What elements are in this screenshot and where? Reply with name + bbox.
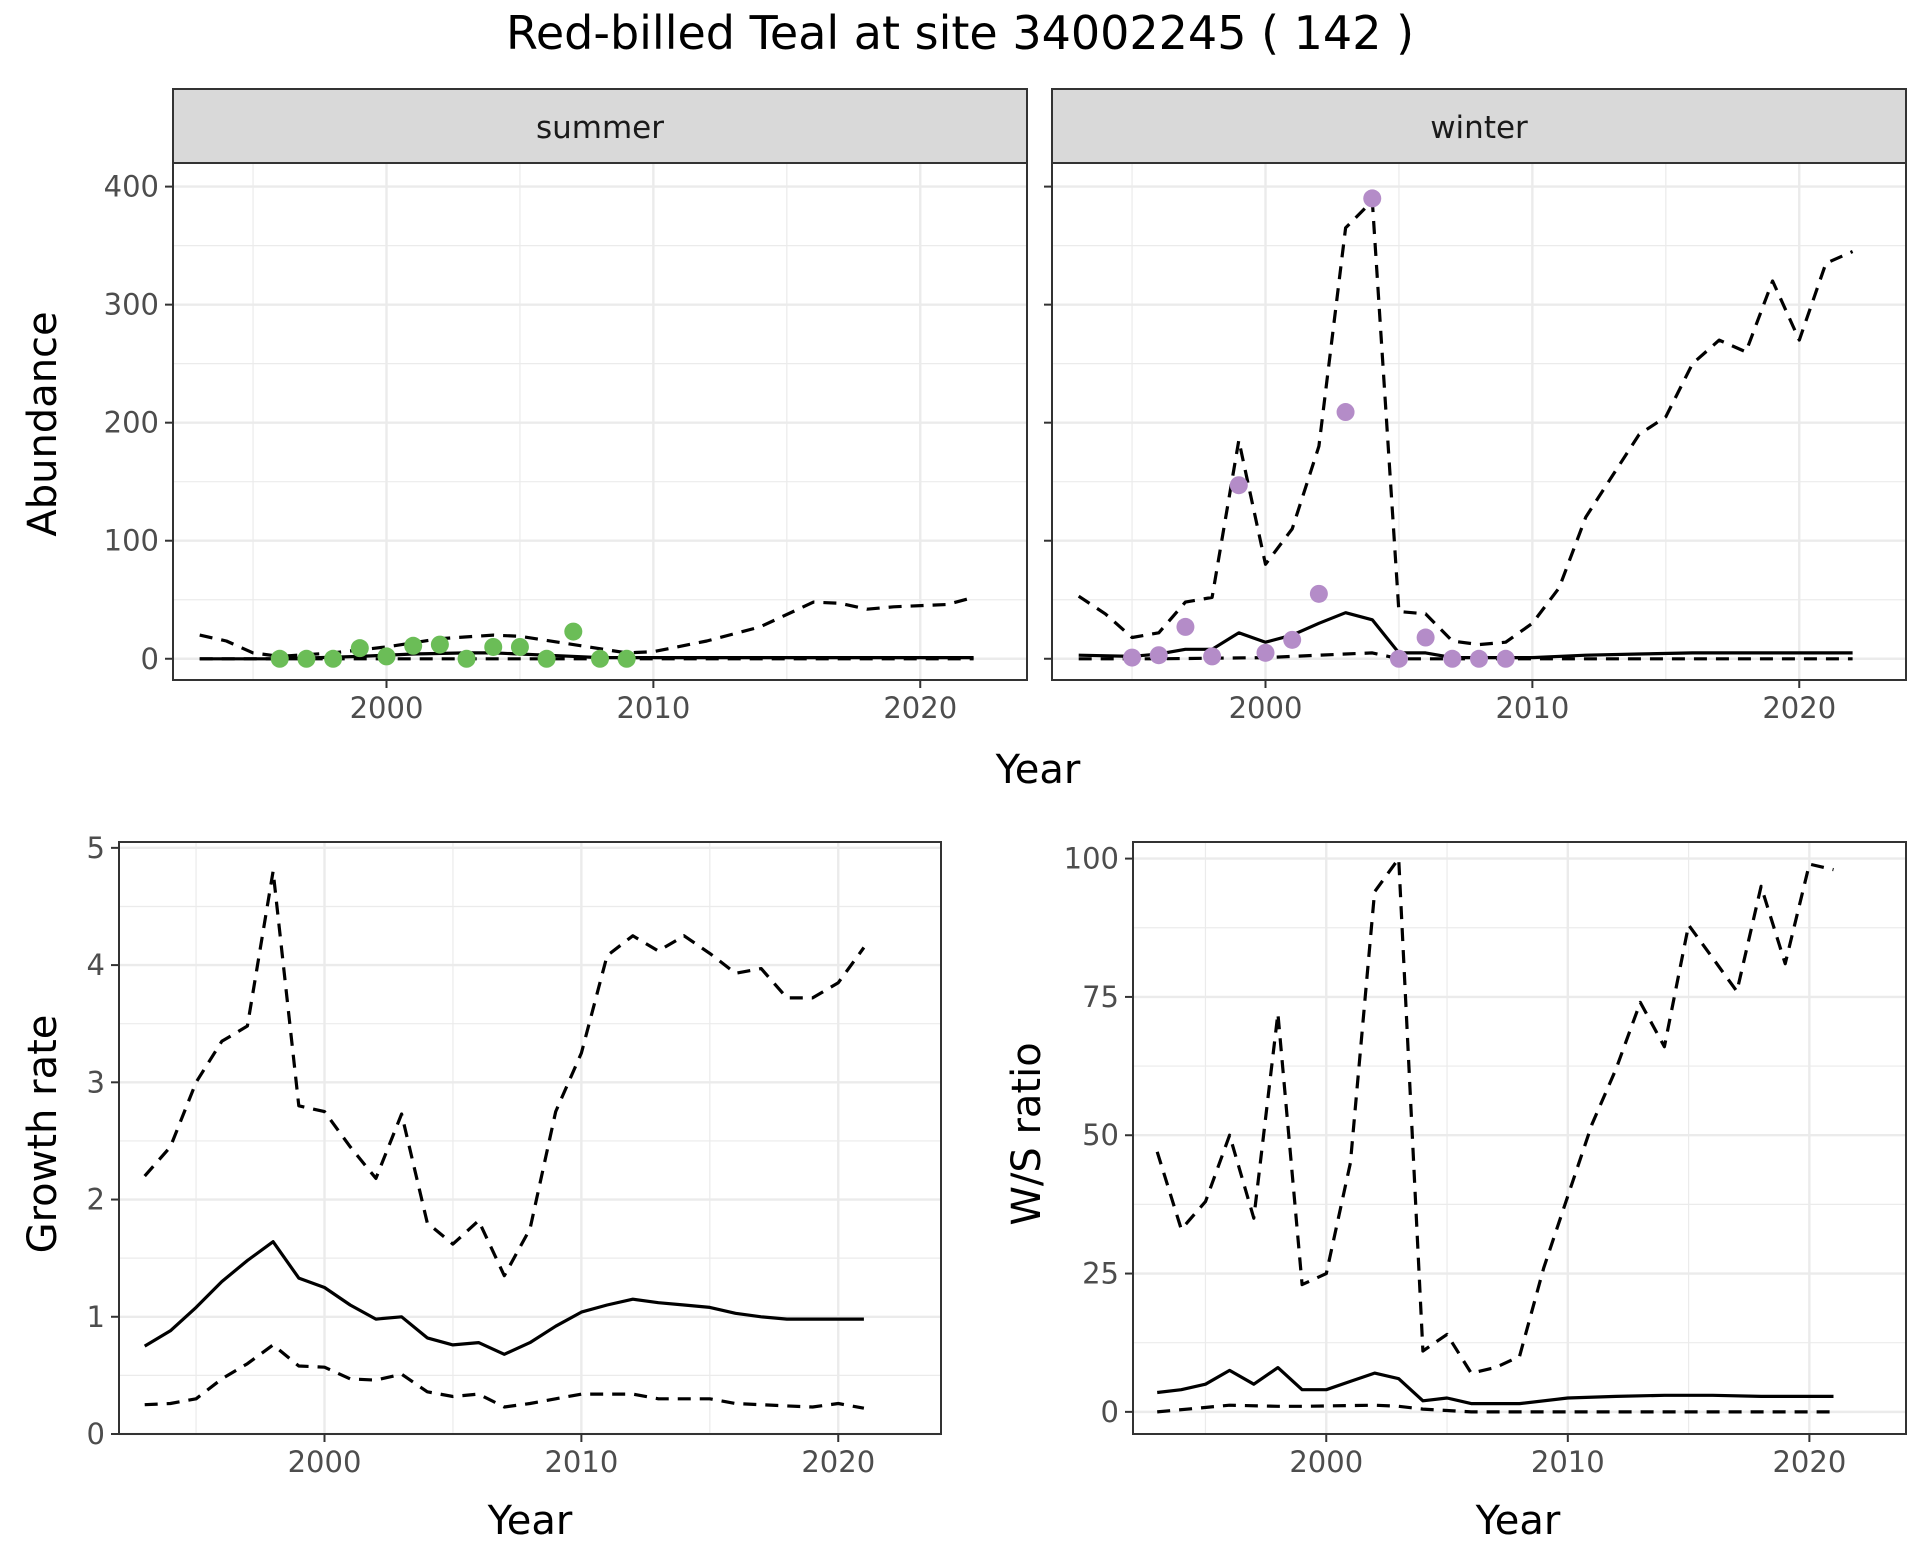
facet-strip [172,88,1028,164]
x-tick-label: 2000 [350,691,424,725]
x-tick-label: 2020 [1762,691,1836,725]
growth-rate-panel: 2000 2010 2020 0 1 2 3 4 5 [87,831,942,1479]
y-tick-label: 100 [1064,842,1119,876]
growth-x-axis-label: Year [487,1498,573,1544]
series-line-lower-bound [1157,1403,1834,1414]
series-line-upper-bound [199,595,975,659]
y-tick-label: 5 [87,831,105,865]
data-point [1363,189,1382,208]
y-tick-label: 25 [1082,1257,1119,1291]
x-tick-label: 2020 [883,691,957,725]
data-point [591,649,609,668]
data-point [1283,630,1302,649]
data-point [1256,643,1275,662]
y-tick-label: 3 [87,1065,105,1099]
top-x-axis-label: Year [995,747,1081,793]
data-point [537,649,556,668]
data-point [270,649,289,668]
panel-border [1132,841,1907,1435]
series-line-upper-bound [1155,856,1834,1375]
data-point [1176,617,1195,636]
data-point [510,637,529,656]
data-point [564,622,583,641]
ws-ratio-panel: 2000 2010 2020 0 25 50 75 100 [1064,841,1907,1479]
data-point [1470,649,1488,668]
y-tick-label: 2 [87,1183,105,1217]
y-tick-label: 100 [104,524,159,558]
series-line-lower-bound [144,1343,865,1410]
series-line-estimate [143,1240,864,1356]
x-tick-label: 2020 [1772,1445,1846,1479]
growth-y-axis-label: Growth rate [20,1015,66,1254]
data-point [324,649,343,668]
data-point [1389,649,1408,668]
x-tick-label: 2000 [1289,1445,1363,1479]
data-point [1496,649,1515,668]
x-tick-label: 2000 [1229,691,1303,725]
data-point [1229,476,1248,495]
y-tick-label: 300 [104,288,159,322]
x-tick-label: 2010 [1531,1445,1605,1479]
winter-panel: winter 2000 2010 2020 [1044,88,1907,725]
data-point [1416,628,1435,647]
data-point [1336,403,1355,422]
series-line-estimate [1078,611,1853,660]
y-tick-label: 75 [1082,980,1119,1014]
data-point [1123,648,1142,667]
panel-border [118,841,942,1435]
y-tick-label: 400 [104,170,159,204]
data-point [1203,647,1222,666]
ws-y-axis-label: W/S ratio [1004,1042,1050,1225]
data-point [457,649,476,668]
data-point [617,649,636,668]
facet-strip-label: summer [536,110,664,146]
plot-background [119,842,941,1434]
data-point [484,637,503,656]
data-point [1309,584,1328,603]
y-tick-label: 1 [87,1300,105,1334]
ws-x-axis-label: Year [1475,1498,1561,1544]
x-tick-label: 2010 [616,691,690,725]
plot-background [1133,842,1906,1434]
chart-title: Red-billed Teal at site 34002245 ( 142 ) [506,6,1414,60]
data-point [430,635,449,654]
series-line-upper-bound [1077,199,1854,647]
x-tick-label: 2000 [288,1445,362,1479]
data-point [297,649,316,668]
data-point [1149,646,1168,665]
data-point [377,647,396,666]
data-point [404,636,423,655]
series-line-upper-bound [143,869,866,1278]
top-y-axis-label: Abundance [20,311,66,536]
data-point [1443,649,1462,668]
y-tick-label: 50 [1082,1118,1119,1152]
summer-panel: summer 2000 2010 2020 0 100 200 300 400 [104,88,1028,725]
data-point [350,639,369,658]
y-tick-label: 0 [87,1417,105,1451]
x-tick-label: 2010 [544,1445,618,1479]
y-tick-label: 200 [104,406,159,440]
x-tick-label: 2020 [801,1445,875,1479]
series-line-estimate [1157,1365,1834,1406]
facet-strip [1051,88,1907,164]
x-tick-label: 2010 [1495,691,1569,725]
y-tick-label: 4 [87,948,105,982]
y-tick-label: 0 [1101,1395,1119,1429]
y-tick-label: 0 [141,642,159,676]
facet-strip-label: winter [1430,110,1528,146]
